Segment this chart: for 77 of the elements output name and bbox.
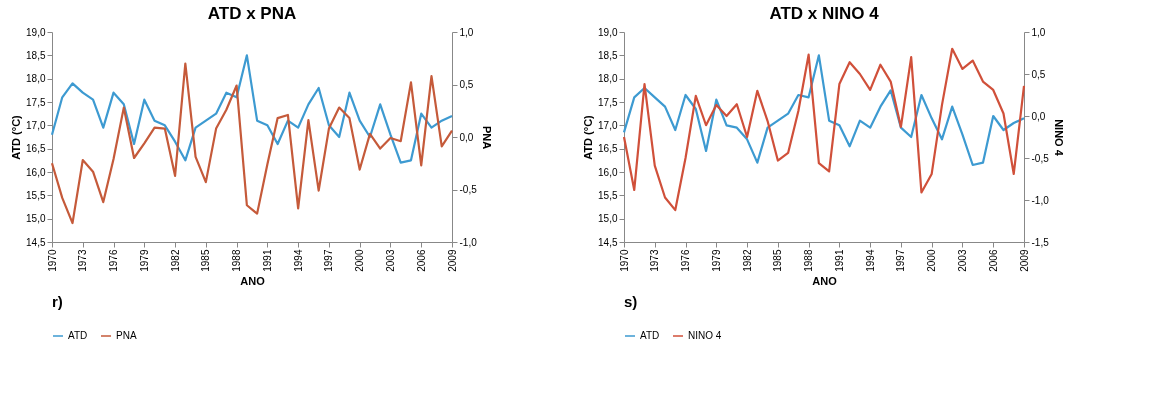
y2-tick-label: -0,5 [459,184,478,195]
x-tick-label: 1979 [710,249,722,272]
line-series [50,54,454,164]
y2-tick-label: -1,0 [1031,194,1050,206]
x-tick-label: 1979 [138,249,150,272]
y-tick-label: 18,5 [598,49,618,61]
line-series [622,54,1026,167]
x-tick-label: 1997 [895,249,907,272]
x-tick-label: 1973 [649,249,661,272]
chart-title: ATD x NINO 4 [769,4,880,23]
legend-label: ATD [640,330,660,341]
x-tick-label: 2009 [1018,249,1030,272]
y-tick-label: 17,5 [598,96,618,108]
y2-tick-label: 1,0 [1031,26,1046,38]
text: r) [52,293,63,310]
x-tick-label: 1991 [833,249,845,272]
line-series [622,47,1026,212]
y-tick-label: 15,0 [598,213,618,225]
y-tick-label: 15,0 [26,213,46,225]
y-tick-label: 15,5 [598,189,618,201]
x-tick-label: 1973 [77,249,89,272]
x-tick-label: 1985 [200,249,212,272]
x-tick-label: 1988 [803,249,815,272]
x-axis-title: ANO [812,274,838,287]
x-tick-label: 2003 [384,249,396,272]
legend-label: ATD [68,330,88,341]
x-tick-label: 2006 [987,249,999,272]
y-tick-label: 17,5 [26,96,46,108]
x-tick-label: 1970 [46,249,58,272]
y-tick-label: 16,0 [598,166,618,178]
y-axis-title: ATD (°C) [10,114,23,160]
x-tick-label: 1997 [323,249,335,272]
legend-label: PNA [116,330,137,341]
y-tick-label: 16,0 [26,166,46,178]
y-tick-label: 18,0 [26,73,46,85]
legend-label: NINO 4 [688,330,722,341]
x-tick-label: 1970 [618,249,630,272]
chart-title: ATD x PNA [207,4,297,23]
x-tick-label: 2000 [354,249,366,272]
y-tick-label: 19,0 [26,26,46,38]
y-tick-label: 18,5 [26,49,46,61]
x-axis-title: ANO [240,274,266,287]
x-tick-label: 2000 [926,249,938,272]
y-tick-label: 17,0 [26,119,46,131]
y-axis-title: ATD (°C) [582,114,595,160]
y2-tick-label: -0,5 [1031,152,1050,164]
x-tick-label: 1982 [741,249,753,272]
y-tick-label: 16,5 [26,143,46,155]
x-tick-label: 2003 [956,249,968,272]
y-tick-label: 14,5 [26,236,46,248]
y2-axis-title: NINO 4 [1052,119,1065,157]
y2-tick-label: -1,0 [459,236,478,248]
y-tick-label: 14,5 [598,236,618,248]
x-tick-label: 1976 [680,249,692,272]
x-tick-label: 2006 [415,249,427,272]
text: s) [624,293,638,310]
x-tick-label: 2009 [446,249,458,272]
y-tick-label: 18,0 [598,73,618,85]
x-tick-label: 1994 [864,249,876,272]
y2-tick-label: 0,5 [1031,68,1046,80]
x-tick-label: 1985 [772,249,784,272]
y-tick-label: 15,5 [26,189,46,201]
y2-tick-label: 0,0 [1031,110,1046,122]
y-tick-label: 19,0 [598,26,618,38]
y-tick-label: 16,5 [598,143,618,155]
line-series [50,62,454,225]
y2-axis-title: PNA [480,125,493,150]
y-tick-label: 17,0 [598,119,618,131]
y2-tick-label: -1,5 [1031,236,1050,248]
x-tick-label: 1976 [108,249,120,272]
x-tick-label: 1988 [231,249,243,272]
x-tick-label: 1991 [261,249,273,272]
y2-tick-label: 1,0 [459,26,474,38]
x-tick-label: 1994 [292,249,304,272]
y2-tick-label: 0,5 [459,79,474,90]
x-tick-label: 1982 [169,249,181,272]
y2-tick-label: 0,0 [459,131,474,143]
